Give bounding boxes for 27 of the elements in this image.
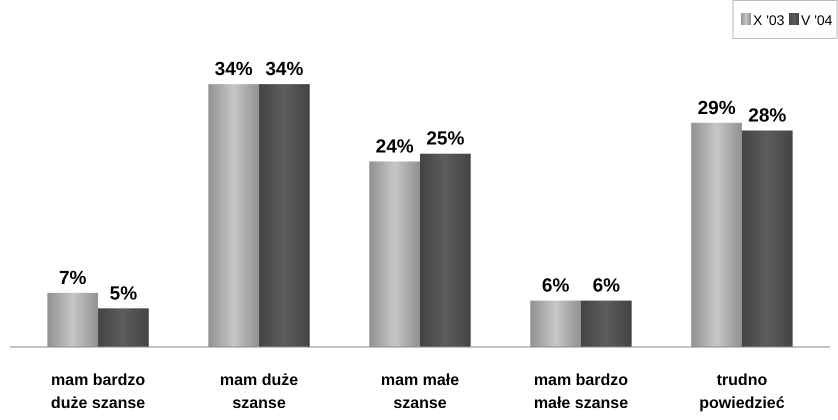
bar xyxy=(369,161,420,347)
data-label: 29% xyxy=(698,98,736,119)
x-tick-label: mam duże szanse xyxy=(220,372,298,412)
x-tick-label: mam bardzo małe szanse xyxy=(534,372,628,412)
bar xyxy=(420,154,471,347)
legend-label: V '04 xyxy=(801,12,833,28)
bar xyxy=(580,300,632,347)
data-label: 34% xyxy=(265,59,304,80)
x-tick-label: trudno powiedzieć xyxy=(699,372,785,412)
data-label: 6% xyxy=(542,276,570,297)
data-label: 24% xyxy=(376,136,414,158)
data-label: 7% xyxy=(58,268,87,289)
data-label: 28% xyxy=(748,106,786,127)
bar xyxy=(208,84,260,347)
bar xyxy=(259,84,310,347)
legend-label: X '03 xyxy=(753,12,785,28)
bar xyxy=(98,308,149,347)
bar xyxy=(530,300,581,347)
bar xyxy=(47,292,98,347)
data-label: 6% xyxy=(592,276,620,297)
data-label: 5% xyxy=(110,283,138,304)
bar xyxy=(742,130,793,347)
data-label: 25% xyxy=(426,128,464,150)
x-tick-label: mam bardzo duże szanse xyxy=(50,372,146,412)
x-tick-label: mam małe szanse xyxy=(380,372,460,412)
data-label: 34% xyxy=(214,59,253,80)
bar xyxy=(691,122,742,347)
